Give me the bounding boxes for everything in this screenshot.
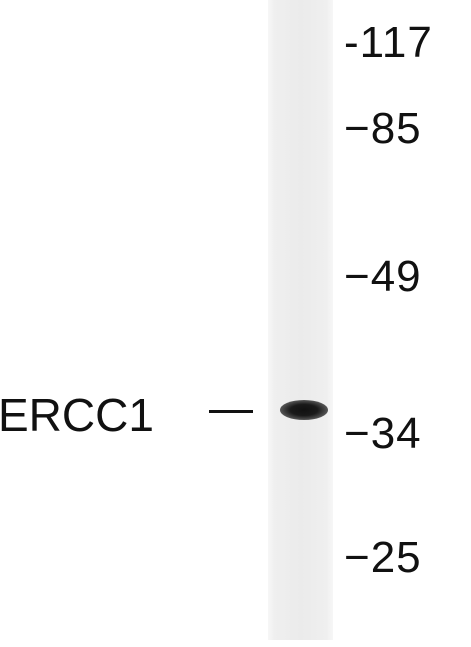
- marker-25: −25: [344, 533, 422, 582]
- protein-band: [280, 400, 328, 420]
- protein-label-tick: [209, 410, 253, 413]
- marker-49: −49: [344, 252, 422, 301]
- marker-34: −34: [344, 409, 422, 458]
- protein-label: ERCC1: [0, 389, 154, 441]
- marker-85: −85: [344, 104, 422, 153]
- marker-117: -117: [344, 18, 433, 67]
- blot-lane: [268, 0, 333, 640]
